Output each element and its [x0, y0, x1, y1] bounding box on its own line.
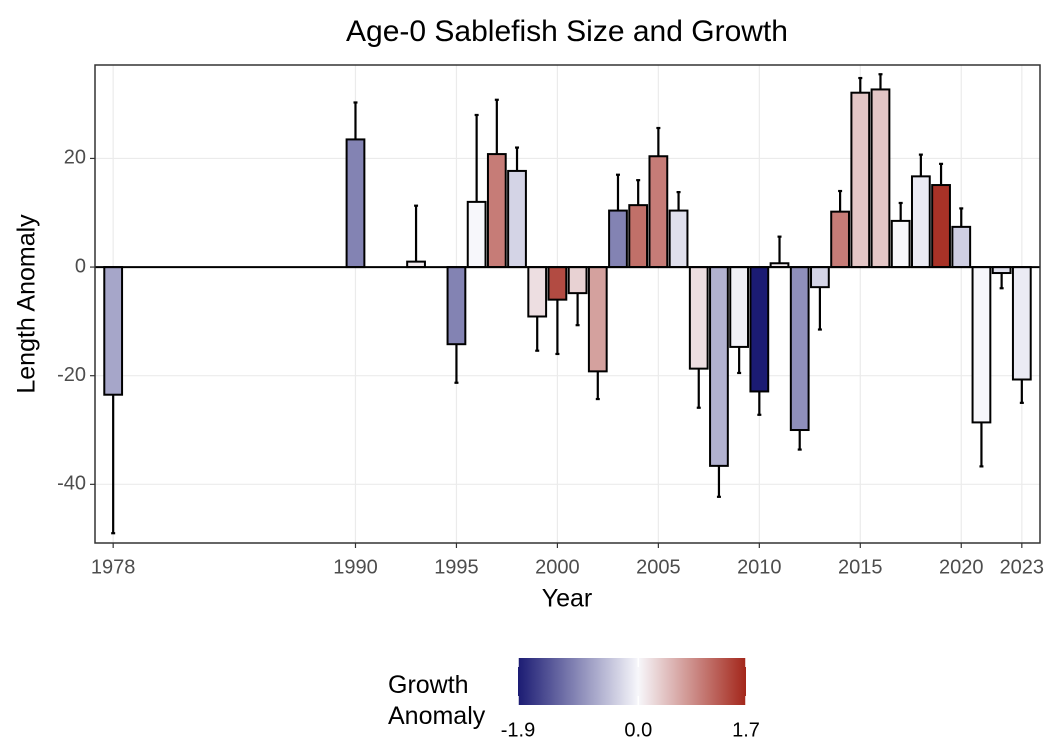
x-tick-label: 2005	[636, 556, 681, 578]
bar	[830, 210, 850, 269]
x-axis-label: Year	[542, 585, 593, 613]
y-tick-label: -40	[57, 473, 86, 495]
bar	[466, 200, 487, 269]
x-tick-label: 1995	[434, 556, 479, 578]
x-tick-label: 2000	[535, 556, 580, 578]
bar	[931, 184, 951, 269]
legend-title: Growth Anomaly	[388, 671, 486, 730]
bar	[850, 91, 871, 269]
bar	[910, 175, 931, 269]
chart-title: Age-0 Sablefish Size and Growth	[346, 15, 788, 48]
x-tick-label: 2015	[838, 556, 883, 578]
bar	[527, 266, 548, 318]
y-tick-label: -20	[57, 364, 86, 386]
bar	[729, 266, 750, 348]
bar	[648, 155, 669, 269]
bar	[971, 266, 992, 424]
colorbar-tick-label: -1.9	[501, 719, 535, 739]
bar	[507, 169, 527, 269]
plot-panel	[95, 65, 1040, 543]
bar	[628, 204, 649, 269]
y-axis-label: Length Anomaly	[13, 214, 41, 394]
bar	[749, 266, 770, 393]
colorbar	[518, 658, 746, 705]
bar	[486, 153, 507, 269]
bar	[345, 138, 366, 269]
panel-border	[94, 64, 1041, 544]
bar	[608, 209, 628, 269]
bar	[890, 219, 911, 269]
bar	[567, 266, 588, 295]
bar	[688, 266, 709, 370]
x-tick-label: 1990	[333, 556, 378, 578]
bar	[587, 266, 608, 373]
x-tick-label: 2010	[737, 556, 782, 578]
bar	[951, 225, 972, 269]
bar	[1011, 266, 1032, 381]
x-tick-label: 2020	[939, 556, 984, 578]
y-tick-label: 0	[75, 255, 86, 277]
bar	[446, 266, 467, 346]
colorbar-tick-label: 1.7	[732, 719, 760, 739]
bar	[789, 266, 810, 432]
x-tick-label: 1978	[91, 556, 136, 578]
y-tick-label: 20	[64, 147, 86, 169]
bar	[709, 266, 729, 467]
bar	[668, 209, 689, 269]
colorbar-tick-label: 0.0	[624, 719, 652, 739]
bar	[103, 266, 124, 396]
x-tick-label: 2023	[1000, 556, 1045, 578]
bar	[547, 266, 568, 301]
bar	[810, 266, 830, 289]
bar	[870, 88, 891, 269]
